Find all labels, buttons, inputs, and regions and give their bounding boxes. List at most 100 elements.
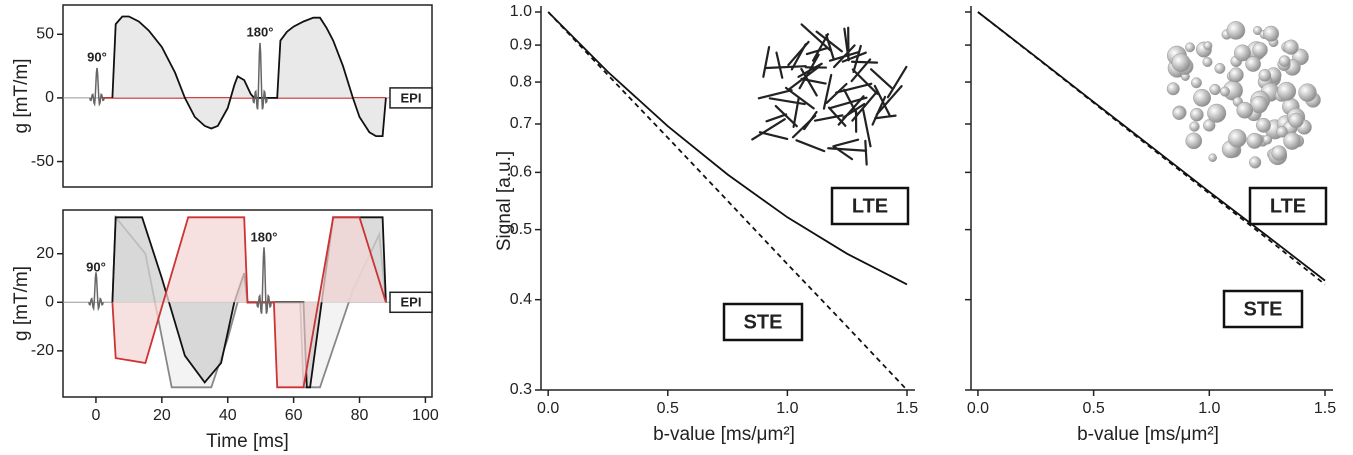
- x-tick-label: 100: [412, 407, 439, 424]
- rod: [765, 113, 788, 123]
- sphere: [1203, 119, 1216, 132]
- y-axis-label: Signal [a.u.]: [494, 151, 515, 251]
- y-tick-label: 50: [36, 25, 54, 42]
- sphere: [1236, 101, 1254, 119]
- rod: [874, 114, 897, 120]
- rod: [788, 65, 821, 91]
- sphere: [1276, 126, 1288, 138]
- rod: [833, 138, 860, 147]
- sphere: [1219, 86, 1230, 97]
- rod: [800, 23, 832, 52]
- x-tick-label: 60: [285, 407, 303, 424]
- sphere: [1277, 81, 1297, 101]
- x-tick-label: 0.0: [537, 400, 559, 417]
- curve-tag-box: [1222, 289, 1304, 329]
- y-axis-label: g [mT/m]: [11, 59, 32, 134]
- y-tick-label: 0.3: [510, 381, 532, 398]
- sphere: [1246, 132, 1263, 149]
- rod: [784, 86, 815, 110]
- epi-box: [389, 87, 433, 109]
- series-line: [547, 11, 908, 391]
- rod: [837, 95, 865, 126]
- rod: [827, 147, 868, 152]
- curve-tag: STE: [744, 311, 783, 333]
- sphere: [1245, 56, 1261, 72]
- sphere: [1190, 107, 1204, 122]
- rod: [775, 51, 784, 79]
- sphere: [1185, 42, 1195, 53]
- pulse-label: 180°: [247, 24, 274, 39]
- x-tick-label: 20: [153, 407, 171, 424]
- rod: [758, 131, 789, 141]
- rod: [751, 118, 786, 141]
- y-tick-label: 0.8: [510, 73, 532, 90]
- sphere: [1228, 129, 1247, 148]
- rod: [850, 58, 872, 83]
- sphere: [1207, 103, 1227, 123]
- x-tick-label: 0.5: [657, 400, 679, 417]
- x-tick-label: 1.5: [1314, 400, 1336, 417]
- sphere: [1258, 69, 1272, 82]
- sphere: [1203, 41, 1213, 51]
- rod: [827, 106, 847, 127]
- x-tick-label: 0: [91, 407, 100, 424]
- sphere: [1263, 25, 1280, 42]
- sphere: [1191, 77, 1202, 89]
- curve-tag: LTE: [852, 195, 888, 217]
- sphere: [1166, 82, 1180, 96]
- y-tick-label: 20: [36, 245, 54, 262]
- rod: [843, 88, 859, 116]
- rod: [792, 96, 800, 128]
- rf-pulse: [89, 67, 105, 107]
- series-line: [547, 11, 908, 286]
- rod: [870, 68, 894, 90]
- curve-tag: LTE: [1270, 195, 1306, 217]
- sphere: [1283, 132, 1301, 150]
- y-tick-label: 0.9: [510, 36, 532, 53]
- curve-tag-box: [830, 186, 910, 226]
- rod: [875, 85, 903, 116]
- rod: [873, 84, 891, 117]
- x-axis-label: b-value [ms/μm²]: [653, 424, 795, 445]
- sphere: [1255, 117, 1271, 133]
- sphere: [1226, 21, 1246, 40]
- rod: [833, 44, 856, 69]
- sphere: [1249, 156, 1262, 169]
- x-axis-label: Time [ms]: [206, 431, 289, 452]
- y-tick-label: -20: [31, 342, 54, 359]
- y-tick-label: 0.4: [510, 291, 532, 308]
- sphere: [1214, 62, 1226, 74]
- rod: [795, 139, 826, 153]
- curve-tag: STE: [1244, 298, 1283, 320]
- sphere: [1250, 95, 1268, 114]
- x-tick-label: 1.0: [1198, 400, 1220, 417]
- epi-box: [389, 291, 433, 314]
- y-tick-label: -50: [31, 153, 54, 170]
- x-tick-label: 80: [351, 407, 369, 424]
- sphere: [1185, 132, 1203, 150]
- sphere: [1202, 57, 1213, 68]
- rf-pulse: [88, 272, 104, 312]
- series-line: [111, 216, 387, 389]
- x-axis-label: b-value [ms/μm²]: [1077, 424, 1219, 445]
- y-tick-label: 0: [45, 294, 54, 311]
- sphere: [1233, 44, 1251, 62]
- rf-pulse: [256, 247, 272, 314]
- epi-label: EPI: [401, 295, 422, 310]
- sphere: [1209, 83, 1221, 96]
- rod: [864, 139, 868, 166]
- rod: [825, 82, 848, 104]
- x-tick-label: 1.5: [896, 400, 918, 417]
- rod: [800, 67, 818, 97]
- y-tick-label: 1.0: [510, 3, 532, 20]
- rod: [800, 77, 827, 85]
- rod: [835, 82, 873, 94]
- rod: [757, 89, 793, 100]
- rod: [852, 44, 862, 74]
- sphere: [1228, 67, 1244, 83]
- sphere: [1172, 106, 1186, 120]
- sphere: [1262, 134, 1273, 145]
- rod: [850, 60, 879, 64]
- sphere: [1283, 39, 1299, 55]
